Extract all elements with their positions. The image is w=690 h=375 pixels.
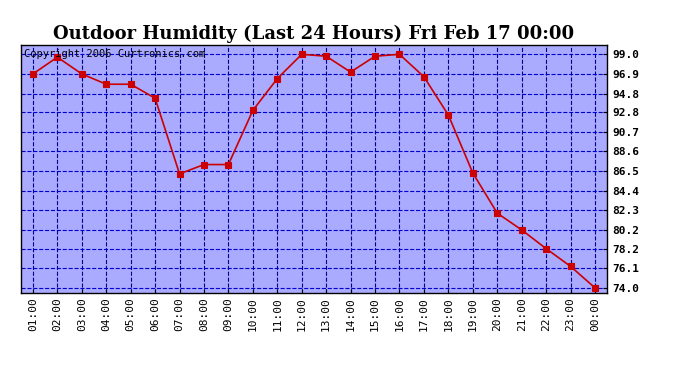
Title: Outdoor Humidity (Last 24 Hours) Fri Feb 17 00:00: Outdoor Humidity (Last 24 Hours) Fri Feb…: [53, 25, 575, 44]
Text: Copyright 2006 Curtronics.com: Copyright 2006 Curtronics.com: [23, 49, 205, 59]
